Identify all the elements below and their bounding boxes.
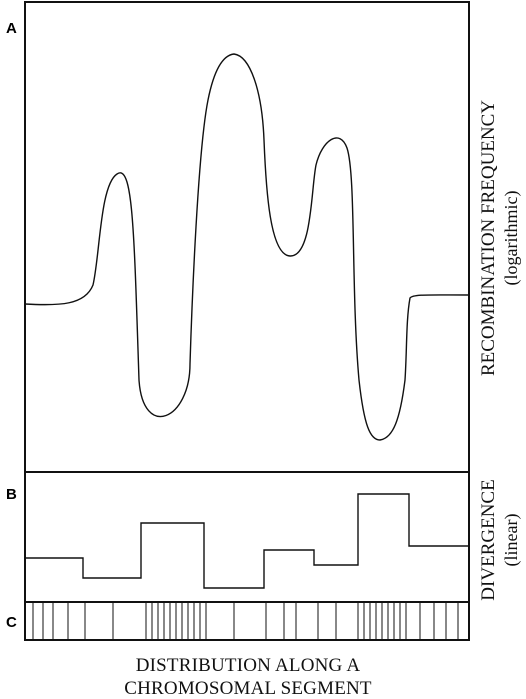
- divergence-label: DIVERGENCE: [478, 479, 499, 600]
- divergence-sublabel: (linear): [501, 514, 522, 567]
- distribution-ticks: [32, 602, 459, 640]
- panel-letter-c: C: [6, 614, 17, 631]
- panel-b-frame: [24, 471, 470, 603]
- panel-letter-a: A: [6, 20, 17, 37]
- panel-a-frame: [24, 1, 470, 473]
- recombination-curve: [24, 53, 470, 441]
- distribution-label-line2: CHROMOSOMAL SEGMENT: [124, 678, 372, 699]
- recombination-frequency-sublabel: (logarithmic): [501, 191, 522, 286]
- recombination-frequency-label: RECOMBINATION FREQUENCY: [478, 100, 499, 376]
- panel-c-frame: [24, 601, 470, 641]
- divergence-steps: [25, 493, 469, 589]
- panel-letter-b: B: [6, 486, 17, 503]
- distribution-label-line1: DISTRIBUTION ALONG A: [136, 655, 361, 676]
